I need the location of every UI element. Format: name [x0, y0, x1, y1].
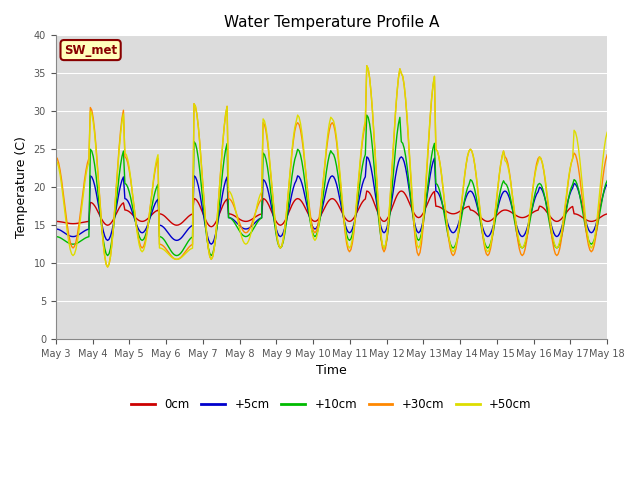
Text: SW_met: SW_met: [64, 44, 117, 57]
Legend: 0cm, +5cm, +10cm, +30cm, +50cm: 0cm, +5cm, +10cm, +30cm, +50cm: [127, 394, 536, 416]
X-axis label: Time: Time: [316, 364, 347, 377]
Y-axis label: Temperature (C): Temperature (C): [15, 136, 28, 238]
Title: Water Temperature Profile A: Water Temperature Profile A: [224, 15, 439, 30]
